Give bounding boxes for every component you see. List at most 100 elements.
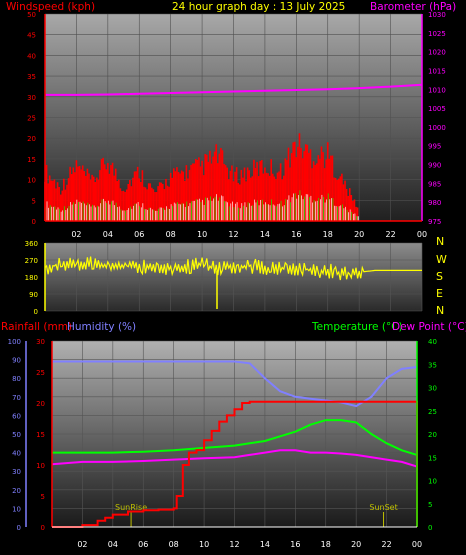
wind-x-tick-label: 20 [354,230,364,239]
rain-x-tick-label: 02 [77,540,87,549]
rain-x-tick-label: 04 [108,540,118,549]
wind-series [44,133,359,221]
sun-markers: SunRise SunSet [115,503,398,527]
humidity-tick-label: 0 [17,524,21,532]
wind-tick-label: 5 [32,197,36,205]
wind-x-tick-label: 18 [323,230,333,239]
rainfall-line [52,400,418,528]
wind-x-tick-label: 06 [134,230,144,239]
temperature-tick-label: 40 [428,338,437,346]
wind-x-tick-label: 08 [166,230,176,239]
compass-label: N [436,304,444,317]
direction-tick-label: 0 [34,308,38,316]
rain-x-tick-label: 20 [351,540,361,549]
dewpoint-axis-label: Dew Point (°C) [392,321,466,333]
barometer-tick-label: 1010 [428,86,446,94]
wind-x-tick-label: 16 [291,230,301,239]
barometer-tick-label: 1015 [428,67,446,75]
wind-tick-label: 50 [27,11,36,19]
wind-tick-label: 15 [27,156,36,164]
wind-tick-label: 10 [27,177,36,185]
temperature-tick-label: 20 [428,431,437,439]
wind-x-tick-label: 02 [71,230,81,239]
wind-tick-label: 20 [27,135,36,143]
barometer-tick-label: 995 [428,143,441,151]
humidity-tick-label: 40 [12,450,21,458]
windspeed-axis-label: Windspeed (kph) [6,1,95,13]
temperature-axis-label: Temperature (°C) [311,321,403,333]
rain-x-tick-label: 12 [229,540,239,549]
compass-label: S [436,270,443,283]
sunrise-label: SunRise [115,503,147,512]
barometer-tick-label: 985 [428,180,441,188]
humidity-line [52,360,418,408]
temperature-tick-label: 5 [428,501,432,509]
sunset-label: SunSet [369,503,397,512]
barometer-tick-label: 990 [428,162,441,170]
rain-tick-label: 30 [36,338,45,346]
direction-tick-label: 180 [25,274,38,282]
wind-x-tick-label: 22 [385,230,395,239]
rain-x-tick-label: 14 [260,540,270,549]
temperature-tick-label: 35 [428,361,437,369]
humidity-tick-label: 20 [12,487,21,495]
barometer-tick-label: 1020 [428,49,446,57]
wind-tick-label: 40 [27,52,36,60]
wind-x-tick-label: 14 [260,230,270,239]
direction-tick-label: 360 [25,240,38,248]
temperature-tick-label: 15 [428,454,437,462]
humidity-tick-label: 80 [12,375,21,383]
barometer-tick-label: 1000 [428,124,446,132]
temperature-line [52,419,418,456]
dewpoint-line [51,449,418,468]
barometer-line [45,83,423,96]
rain-tick-label: 0 [41,524,45,532]
barometer-tick-label: 1025 [428,30,446,38]
temperature-tick-label: 0 [428,524,432,532]
wind-tick-label: 25 [27,115,36,123]
wind-tick-label: 45 [27,32,36,40]
humidity-tick-label: 60 [12,412,21,420]
rain-tick-label: 10 [36,462,45,470]
temperature-tick-label: 10 [428,478,437,486]
compass-label: N [436,235,444,248]
humidity-tick-label: 100 [8,338,21,346]
wind-tick-label: 0 [32,218,36,226]
rain-tick-label: 5 [41,493,45,501]
barometer-tick-label: 980 [428,199,441,207]
rain-x-tick-label: 08 [169,540,179,549]
rain-panel-axes: 0102030405060708090100051015202530051015… [8,338,437,549]
barometer-tick-label: 975 [428,218,441,226]
rain-x-tick-label: 22 [381,540,391,549]
barometer-tick-label: 1005 [428,105,446,113]
wind-x-tick-label: 10 [197,230,207,239]
rain-x-tick-label: 16 [290,540,300,549]
rain-tick-label: 15 [36,431,45,439]
rain-tick-label: 25 [36,369,45,377]
direction-panel-grid [45,242,423,312]
barometer-axis-label: Barometer (hPa) [370,1,456,13]
rainfall-axis-label: Rainfall (mm) [1,321,72,333]
rain-x-tick-label: 00 [412,540,422,549]
humidity-tick-label: 50 [12,431,21,439]
rain-tick-label: 20 [36,400,45,408]
barometer-tick-label: 1030 [428,11,446,19]
humidity-tick-label: 10 [12,505,21,513]
rain-x-tick-label: 18 [321,540,331,549]
wind-direction-line [44,256,422,281]
rain-x-tick-label: 06 [138,540,148,549]
humidity-tick-label: 30 [12,468,21,476]
temperature-tick-label: 25 [428,408,437,416]
temperature-tick-label: 30 [428,385,437,393]
direction-tick-label: 270 [25,257,38,265]
wind-panel-axes: 0510152025303540455097598098599099510001… [27,11,446,239]
rain-humidity-temperature-panel: SunRise SunSet 01020304050607080901000510… [8,338,437,549]
humidity-tick-label: 70 [12,394,21,402]
wind-x-tick-label: 04 [103,230,113,239]
wind-tick-label: 35 [27,73,36,81]
humidity-axis-label: Humidity (%) [67,321,136,333]
chart-title: 24 hour graph day : 13 July 2025 [172,1,345,13]
